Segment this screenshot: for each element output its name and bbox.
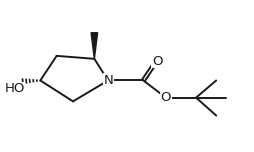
Text: N: N: [103, 74, 113, 87]
Text: O: O: [161, 91, 171, 104]
Text: O: O: [152, 55, 162, 68]
Polygon shape: [91, 33, 98, 59]
Text: HO: HO: [5, 82, 25, 95]
